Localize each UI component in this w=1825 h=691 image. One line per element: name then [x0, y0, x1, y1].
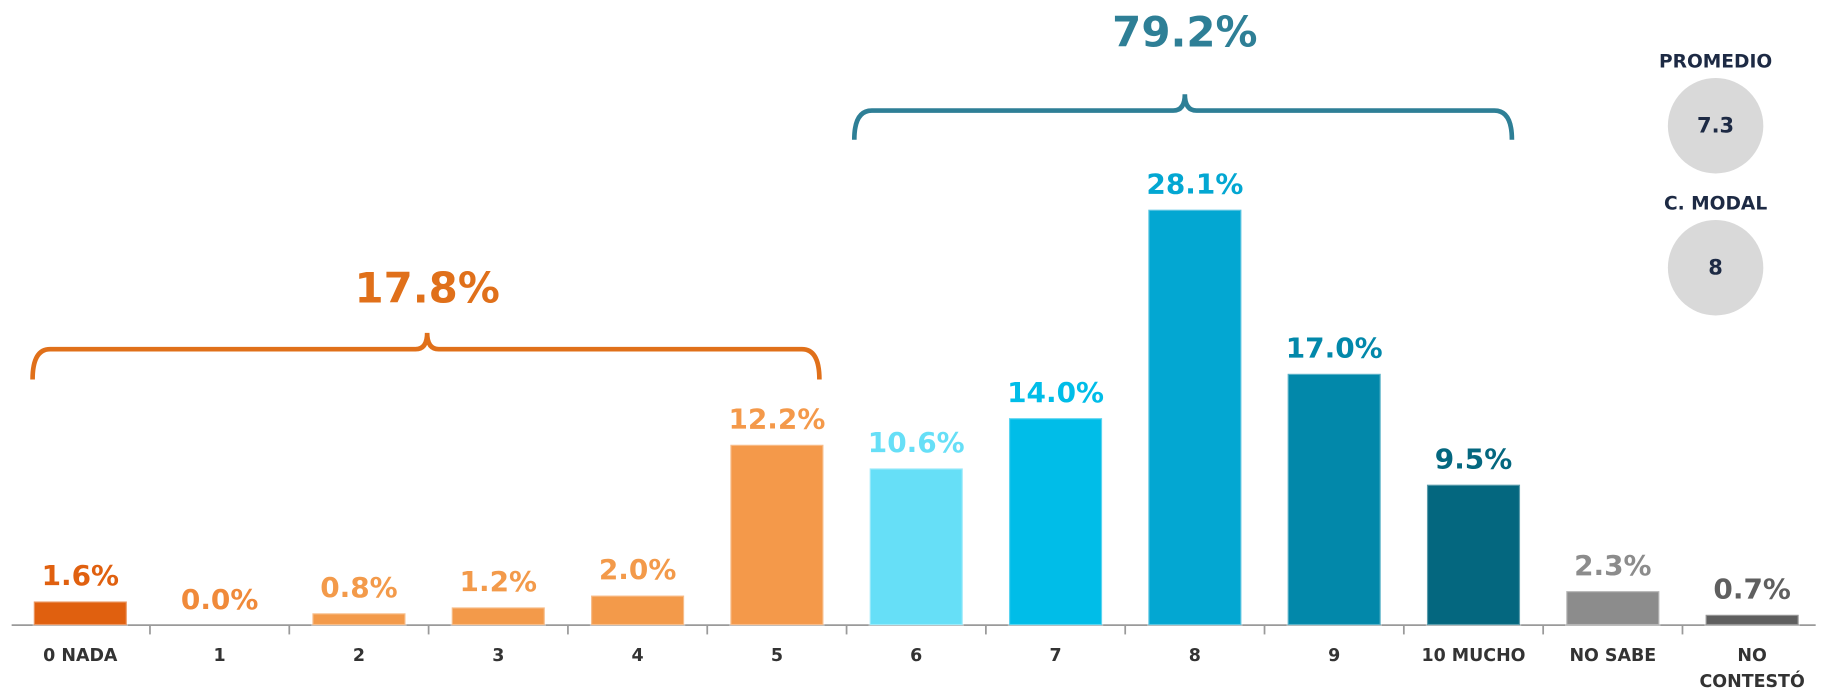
x-tick-label: 0 NADA [43, 646, 118, 666]
bar [450, 606, 546, 627]
summary-label: C. MODAL [1664, 194, 1767, 215]
value-label: 1.6% [42, 559, 119, 592]
x-tick-label: 10 MUCHO [1421, 646, 1525, 666]
x-tick-label: 2 [353, 646, 365, 666]
value-label: 9.5% [1435, 442, 1512, 475]
value-label: 2.3% [1574, 549, 1651, 582]
x-tick-label: 5 [771, 646, 783, 666]
summary-circle [1667, 220, 1764, 316]
summary-circle [1667, 77, 1764, 174]
bracket [851, 94, 1515, 140]
x-tick-label: 7 [1049, 646, 1061, 666]
x-tick-label: NO CONTESTÓ [1699, 646, 1804, 691]
annotation: 79.2% [1112, 8, 1257, 57]
value-label: 14.0% [1007, 376, 1104, 409]
value-label: 0.7% [1713, 572, 1790, 605]
annotation: 17.8% [354, 264, 499, 313]
summary-label: PROMEDIO [1659, 52, 1772, 73]
value-label: 0.8% [320, 571, 397, 604]
x-tick-label-line: CONTESTÓ [1699, 670, 1804, 691]
bar [589, 594, 686, 627]
bar [1147, 208, 1243, 627]
value-label: 1.2% [460, 565, 537, 598]
bar [1286, 372, 1382, 627]
value-label: 10.6% [868, 426, 965, 459]
bar [1565, 589, 1661, 627]
x-tick-label: 4 [632, 646, 644, 666]
summary-value: 7.3 [1697, 114, 1734, 138]
x-tick-label: 6 [910, 646, 922, 666]
value-label: 12.2% [728, 402, 825, 435]
x-tick-label: 3 [492, 646, 504, 666]
x-tick-label: 8 [1189, 646, 1201, 666]
value-label: 28.1% [1146, 167, 1243, 200]
bar [311, 612, 407, 627]
summary-value: 8 [1708, 256, 1723, 280]
x-tick-label: 1 [214, 646, 226, 666]
bar [1704, 613, 1800, 627]
bar [729, 443, 825, 627]
bracket [30, 332, 822, 380]
value-label: 2.0% [599, 553, 676, 586]
bar [1007, 416, 1104, 627]
x-tick-label: 9 [1328, 646, 1340, 666]
x-tick-label-line: NO [1737, 646, 1766, 666]
value-label: 0.0% [181, 583, 258, 616]
bar [32, 600, 129, 627]
bar [868, 467, 964, 627]
bar [1425, 483, 1522, 627]
x-tick-label: NO SABE [1569, 646, 1656, 666]
value-label: 17.0% [1286, 331, 1383, 364]
